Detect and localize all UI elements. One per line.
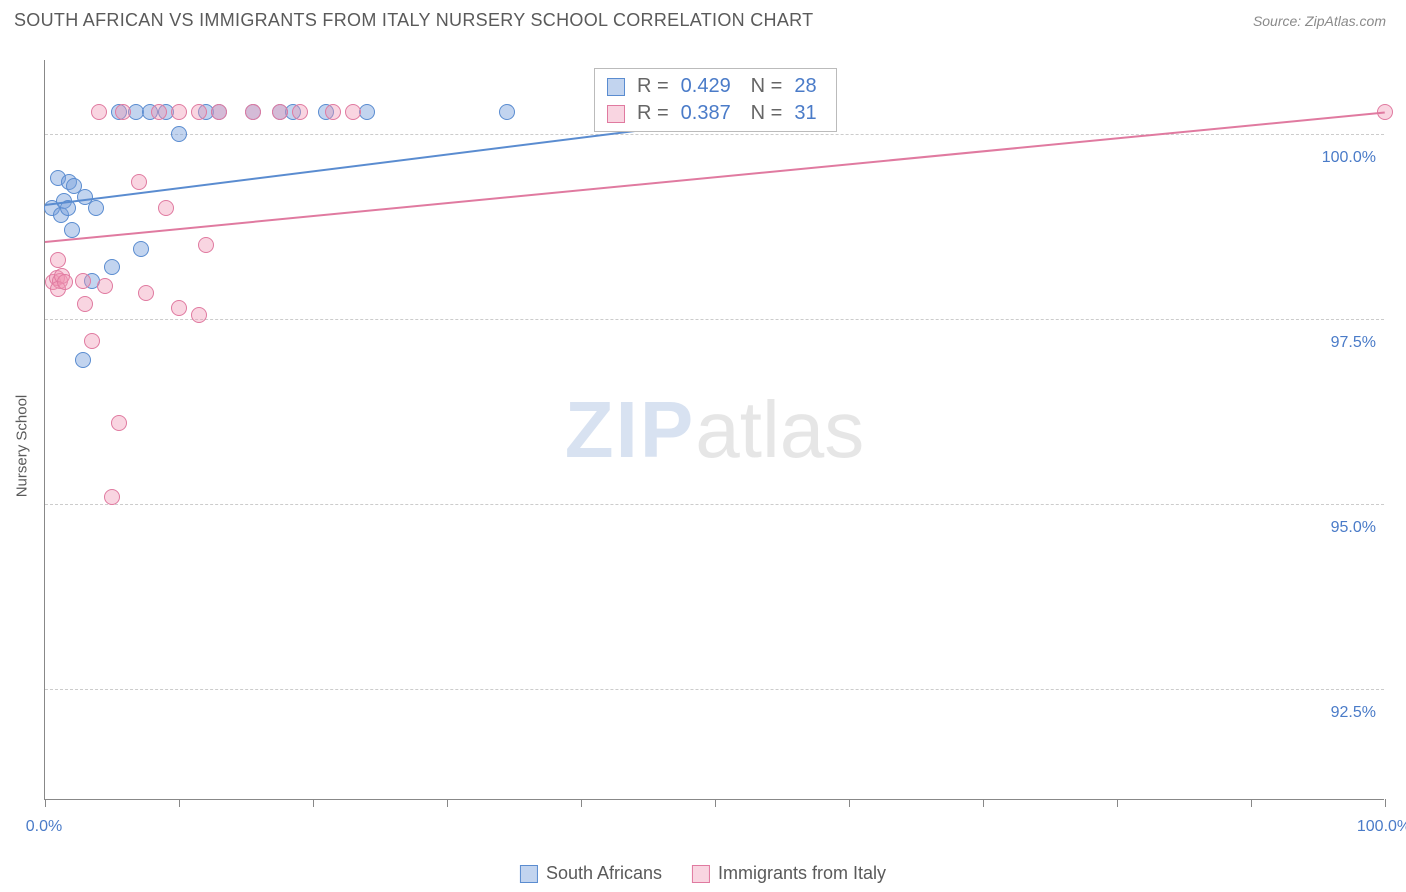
legend-swatch-icon [692,865,710,883]
scatter-point [191,307,207,323]
scatter-point [115,104,131,120]
scatter-point [84,333,100,349]
scatter-point [158,200,174,216]
stats-n-label: N = [751,102,783,125]
scatter-point [75,352,91,368]
scatter-point [245,104,261,120]
stats-r-value: 0.429 [681,75,739,98]
scatter-point [325,104,341,120]
legend-label: Immigrants from Italy [718,863,886,884]
y-tick-label: 97.5% [1331,334,1376,352]
y-tick-label: 95.0% [1331,519,1376,537]
x-tick [447,799,448,807]
gridline [45,504,1384,505]
scatter-point [272,104,288,120]
x-tick-label: 100.0% [1357,818,1406,836]
scatter-point [198,237,214,253]
y-tick-label: 92.5% [1331,704,1376,722]
scatter-point [171,300,187,316]
legend: South Africans Immigrants from Italy [520,863,886,884]
stats-swatch-icon [607,105,625,123]
stats-swatch-icon [607,78,625,96]
source-attribution: Source: ZipAtlas.com [1253,13,1386,29]
x-tick [1251,799,1252,807]
legend-label: South Africans [546,863,662,884]
watermark: ZIPatlas [565,384,864,476]
stats-n-label: N = [751,75,783,98]
scatter-point [91,104,107,120]
gridline [45,134,1384,135]
x-tick [179,799,180,807]
scatter-point [104,489,120,505]
scatter-point [57,274,73,290]
stats-row: R = 0.387 N = 31 [607,100,824,127]
y-tick-label: 100.0% [1322,149,1376,167]
scatter-point [138,285,154,301]
gridline [45,319,1384,320]
watermark-zip: ZIP [565,385,695,474]
scatter-point [171,104,187,120]
gridline [45,689,1384,690]
stats-n-value: 31 [794,102,824,125]
x-tick [1117,799,1118,807]
scatter-point [50,252,66,268]
x-tick [715,799,716,807]
x-tick [313,799,314,807]
scatter-point [151,104,167,120]
x-tick [581,799,582,807]
chart-title: SOUTH AFRICAN VS IMMIGRANTS FROM ITALY N… [14,10,813,31]
x-tick [849,799,850,807]
scatter-point [211,104,227,120]
x-tick-label: 0.0% [26,818,62,836]
scatter-point [191,104,207,120]
stats-r-label: R = [637,75,669,98]
stats-r-label: R = [637,102,669,125]
scatter-point [345,104,361,120]
scatter-point [131,174,147,190]
x-tick [983,799,984,807]
scatter-point [64,222,80,238]
scatter-point [111,415,127,431]
scatter-point [97,278,113,294]
stats-n-value: 28 [794,75,824,98]
chart-plot-area: ZIPatlas 92.5% 95.0% 97.5% 100.0% R = 0.429 N … [44,60,1384,800]
scatter-point [292,104,308,120]
y-axis-label: Nursery School [14,395,31,498]
scatter-point [499,104,515,120]
stats-row: R = 0.429 N = 28 [607,73,824,100]
scatter-point [171,126,187,142]
legend-item-immigrants-italy: Immigrants from Italy [692,863,886,884]
scatter-point [75,273,91,289]
scatter-point [104,259,120,275]
legend-swatch-icon [520,865,538,883]
stats-r-value: 0.387 [681,102,739,125]
x-tick [1385,799,1386,807]
x-tick [45,799,46,807]
legend-item-south-africans: South Africans [520,863,662,884]
scatter-point [133,241,149,257]
correlation-stats-box: R = 0.429 N = 28 R = 0.387 N = 31 [594,68,837,132]
scatter-point [77,296,93,312]
watermark-atlas: atlas [695,385,864,474]
scatter-point [88,200,104,216]
